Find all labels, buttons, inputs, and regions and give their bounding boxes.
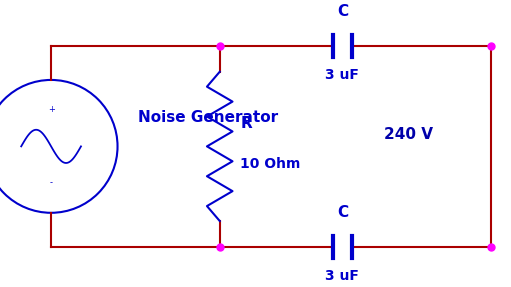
- Text: C: C: [337, 4, 348, 19]
- Text: R: R: [240, 116, 252, 131]
- Text: C: C: [337, 205, 348, 220]
- Text: -: -: [50, 179, 53, 187]
- Text: 3 uF: 3 uF: [326, 68, 359, 82]
- Text: 240 V: 240 V: [384, 127, 433, 142]
- Text: 3 uF: 3 uF: [326, 269, 359, 282]
- Text: Noise Generator: Noise Generator: [138, 110, 278, 125]
- Text: 10 Ohm: 10 Ohm: [240, 157, 300, 170]
- Text: +: +: [48, 105, 55, 114]
